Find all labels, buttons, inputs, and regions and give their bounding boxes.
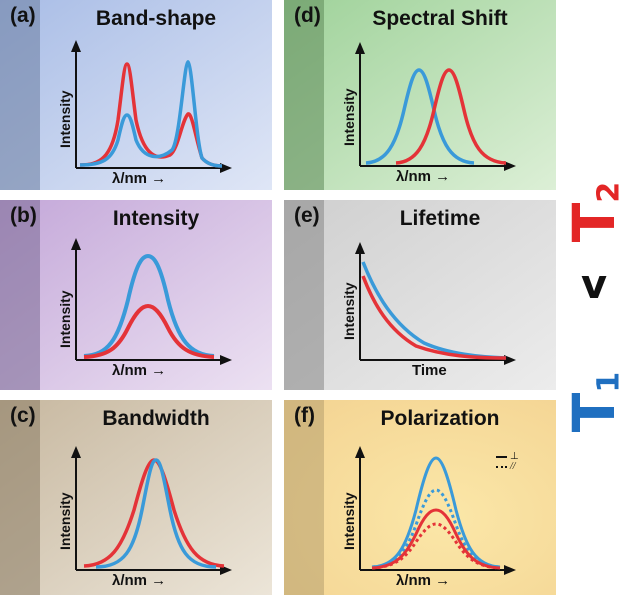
t1-label: T1 bbox=[560, 330, 628, 440]
panel-bandwidth: (c) Bandwidth Intensity λ/nm → bbox=[0, 400, 272, 595]
panel-a-xlabel: λ/nm → bbox=[112, 170, 167, 187]
panel-c-title: Bandwidth bbox=[102, 407, 210, 430]
intensity-blue-curve bbox=[83, 253, 215, 358]
panel-e-ylabel: Intensity bbox=[341, 282, 357, 340]
band-shape-blue-curve bbox=[79, 60, 223, 168]
legend-par-label: // bbox=[510, 461, 516, 472]
t1-letter: T bbox=[559, 392, 628, 433]
panel-f-xlabel: λ/nm → bbox=[396, 572, 451, 589]
polarization-legend: ⊥ // bbox=[496, 452, 519, 472]
panel-e-label: (e) bbox=[294, 204, 320, 227]
panel-d-title: Spectral Shift bbox=[372, 7, 508, 30]
t1-rotated: T1 bbox=[560, 372, 628, 432]
panel-intensity: (b) Intensity Intensity λ/nm → bbox=[0, 200, 272, 390]
panel-d-label: (d) bbox=[294, 4, 321, 27]
spectral-shift-blue-curve bbox=[365, 68, 475, 165]
panel-f-label: (f) bbox=[294, 404, 315, 427]
legend-row-par: // bbox=[496, 462, 519, 472]
panel-b-ylabel: Intensity bbox=[57, 290, 73, 348]
t2-letter: T bbox=[559, 202, 628, 243]
t1-subscript: 1 bbox=[591, 371, 627, 393]
panel-c-graphic bbox=[0, 400, 272, 595]
panel-a-title: Band-shape bbox=[95, 7, 217, 30]
panel-c-xlabel: λ/nm → bbox=[112, 572, 167, 589]
panel-f-ylabel: Intensity bbox=[341, 492, 357, 550]
panel-b-label: (b) bbox=[10, 204, 37, 227]
panel-d-xlabel: λ/nm → bbox=[396, 168, 451, 185]
panel-a-ylabel: Intensity bbox=[57, 90, 73, 148]
panel-c-ylabel: Intensity bbox=[57, 492, 73, 550]
legend-solid-line bbox=[496, 456, 507, 458]
polarization-red-perp-curve bbox=[371, 508, 501, 570]
panel-f-title: Polarization bbox=[380, 407, 500, 430]
panel-b-graphic bbox=[0, 200, 272, 390]
panel-f-graphic bbox=[284, 400, 556, 595]
panel-e-xlabel: Time bbox=[412, 362, 447, 379]
panel-d-ylabel: Intensity bbox=[341, 88, 357, 146]
spectral-shift-red-curve bbox=[395, 68, 507, 165]
polarization-blue-perp-curve bbox=[371, 456, 501, 569]
panel-lifetime: (e) Lifetime Intensity Time bbox=[284, 200, 556, 390]
legend-dotted-line bbox=[496, 466, 507, 468]
panel-band-shape: (a) Band-shape Intensity λ/nm → bbox=[0, 0, 272, 190]
versus-text: v bbox=[580, 262, 608, 308]
panel-b-xlabel: λ/nm → bbox=[112, 362, 167, 379]
t2-rotated: T2 bbox=[560, 182, 628, 242]
panel-b-title: Intensity bbox=[112, 207, 200, 230]
polarization-red-par-curve bbox=[371, 522, 501, 570]
versus-label: v bbox=[560, 262, 628, 322]
panel-spectral-shift: (d) Spectral Shift Intensity λ/nm → bbox=[284, 0, 556, 190]
panel-e-graphic bbox=[284, 200, 556, 390]
panel-e-title: Lifetime bbox=[399, 207, 481, 230]
t2-subscript: 2 bbox=[591, 181, 627, 203]
panel-polarization: (f) Polarization Intensity λ/nm → ⊥ // bbox=[284, 400, 556, 595]
panel-d-graphic bbox=[284, 0, 556, 190]
t2-label: T2 bbox=[560, 140, 628, 250]
intensity-red-curve bbox=[83, 303, 215, 359]
panel-a-graphic bbox=[0, 0, 272, 190]
lifetime-red-curve bbox=[361, 275, 507, 360]
panel-a-label: (a) bbox=[10, 4, 36, 27]
legend-perp-label: ⊥ bbox=[510, 451, 519, 462]
panel-c-label: (c) bbox=[10, 404, 36, 427]
legend-row-perp: ⊥ bbox=[496, 452, 519, 462]
bandwidth-blue-curve bbox=[95, 458, 217, 569]
